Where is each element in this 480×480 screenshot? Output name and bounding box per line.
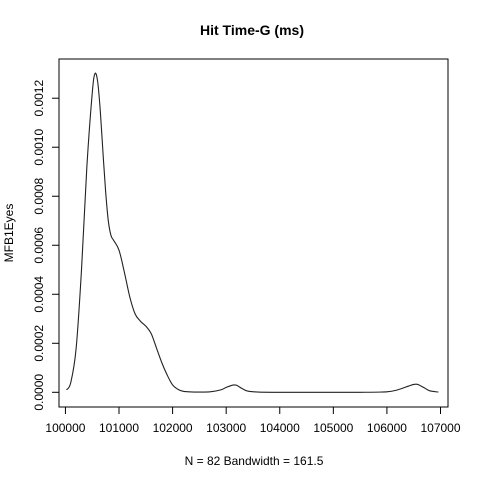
y-tick-label: 0.0000 xyxy=(32,374,46,411)
x-tick-label: 104000 xyxy=(260,421,300,435)
x-axis: 100000 101000 102000 103000 104000 105000 1060… xyxy=(45,407,460,435)
y-tick-label: 0.0004 xyxy=(32,276,46,313)
chart-title: Hit Time-G (ms) xyxy=(200,22,304,38)
y-tick-label: 0.0008 xyxy=(32,178,46,215)
y-axis: 0.0000 0.0002 0.0004 0.0006 0.0008 0.0010 0.00… xyxy=(32,80,59,411)
y-tick-label: 0.0006 xyxy=(32,227,46,264)
density-curve xyxy=(67,73,439,392)
x-tick-label: 105000 xyxy=(313,421,353,435)
x-axis-label: N = 82 Bandwidth = 161.5 xyxy=(185,454,324,468)
x-tick-label: 107000 xyxy=(420,421,460,435)
y-tick-label: 0.0012 xyxy=(32,80,46,117)
x-tick-label: 103000 xyxy=(206,421,246,435)
plot-frame xyxy=(59,59,448,407)
x-tick-label: 101000 xyxy=(99,421,139,435)
y-axis-label: MFB1Eyes xyxy=(2,204,16,263)
y-tick-label: 0.0002 xyxy=(32,325,46,362)
x-tick-label: 106000 xyxy=(367,421,407,435)
y-tick-label: 0.0010 xyxy=(32,129,46,166)
x-tick-label: 100000 xyxy=(45,421,85,435)
x-tick-label: 102000 xyxy=(153,421,193,435)
